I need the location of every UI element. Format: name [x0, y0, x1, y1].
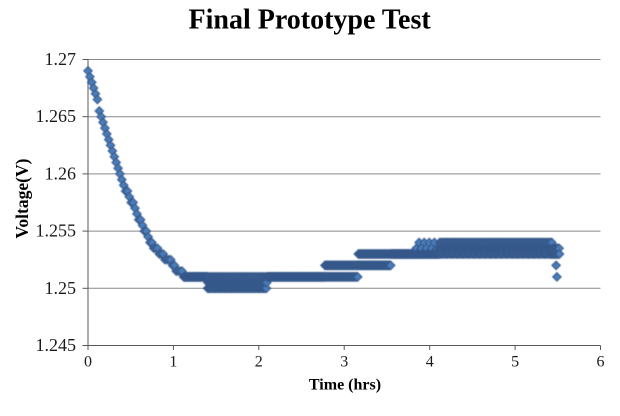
svg-text:0: 0	[84, 354, 92, 371]
svg-text:1.25: 1.25	[45, 278, 77, 298]
svg-text:6: 6	[597, 354, 605, 371]
svg-text:1.255: 1.255	[36, 221, 77, 241]
svg-text:Final Prototype Test: Final Prototype Test	[189, 4, 432, 35]
svg-text:3: 3	[340, 354, 348, 371]
svg-text:1: 1	[169, 354, 177, 371]
svg-text:5: 5	[511, 354, 519, 371]
svg-text:1.265: 1.265	[36, 106, 77, 126]
svg-text:Voltage(V): Voltage(V)	[12, 158, 32, 238]
svg-text:2: 2	[255, 354, 263, 371]
svg-text:1.26: 1.26	[45, 163, 77, 183]
svg-text:Time (hrs): Time (hrs)	[309, 377, 381, 394]
svg-text:4: 4	[426, 354, 434, 371]
svg-text:1.27: 1.27	[45, 49, 77, 69]
svg-text:1.245: 1.245	[36, 335, 77, 355]
